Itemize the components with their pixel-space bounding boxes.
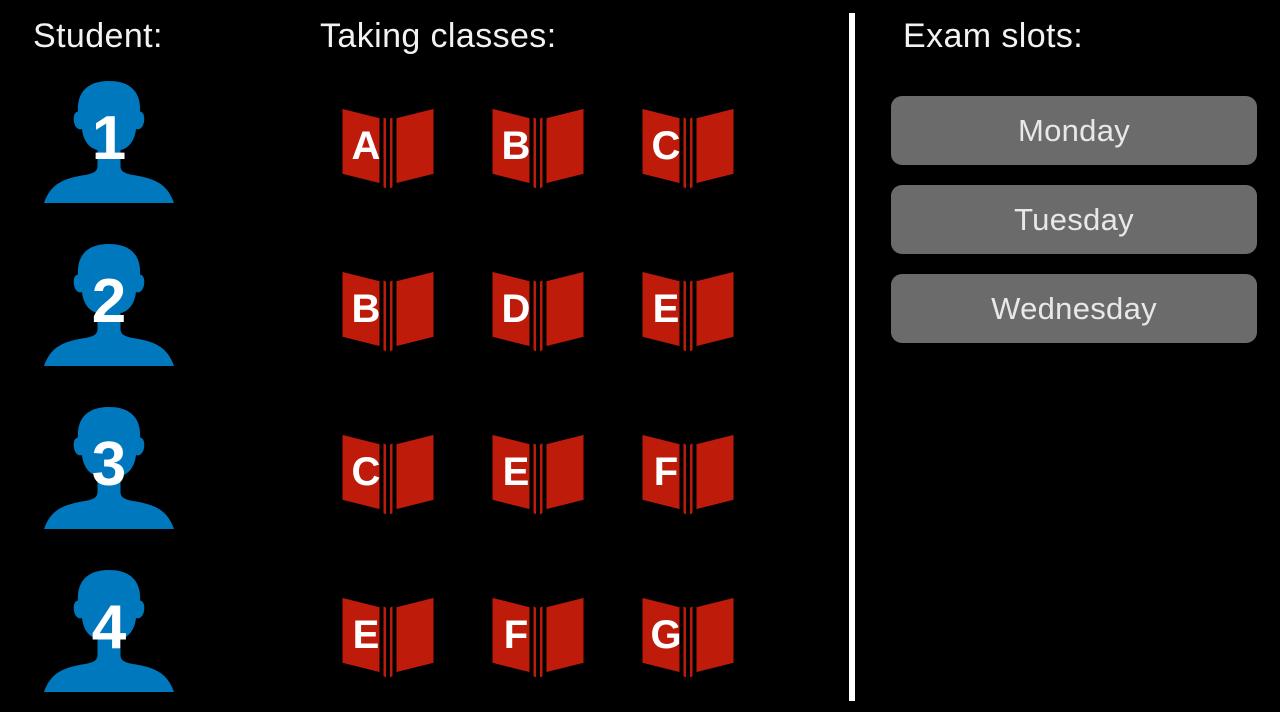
class-book-F[interactable]: F: [488, 579, 588, 683]
class-book-E[interactable]: E: [338, 579, 438, 683]
class-book-B[interactable]: B: [488, 90, 588, 194]
student-column-heading: Student:: [33, 17, 163, 55]
class-book-C[interactable]: C: [338, 416, 438, 520]
class-book-G[interactable]: G: [638, 579, 738, 683]
class-book-A[interactable]: A: [338, 90, 438, 194]
exam-slot-label: Wednesday: [991, 291, 1157, 326]
exam-slot-wednesday[interactable]: Wednesday: [891, 274, 1257, 343]
exam-slot-tuesday[interactable]: Tuesday: [891, 185, 1257, 254]
exam-slot-label: Monday: [1017, 113, 1131, 148]
person-silhouette-icon: [34, 398, 184, 538]
class-book-C[interactable]: C: [638, 90, 738, 194]
exam-slots-column-heading: Exam slots:: [903, 17, 1084, 55]
person-silhouette-icon: [34, 561, 184, 701]
class-book-E[interactable]: E: [488, 416, 588, 520]
classes-column-heading: Taking classes:: [320, 17, 557, 55]
exam-slots-list: Monday Tuesday Wednesday: [891, 96, 1257, 363]
person-silhouette-icon: [34, 72, 184, 212]
person-silhouette-icon: [34, 235, 184, 375]
class-book-B[interactable]: B: [338, 253, 438, 357]
class-book-D[interactable]: D: [488, 253, 588, 357]
class-book-F[interactable]: F: [638, 416, 738, 520]
exam-slot-label: Tuesday: [1014, 202, 1134, 237]
class-book-E[interactable]: E: [638, 253, 738, 357]
exam-slot-monday[interactable]: Monday: [891, 96, 1257, 165]
vertical-divider: [849, 13, 855, 701]
